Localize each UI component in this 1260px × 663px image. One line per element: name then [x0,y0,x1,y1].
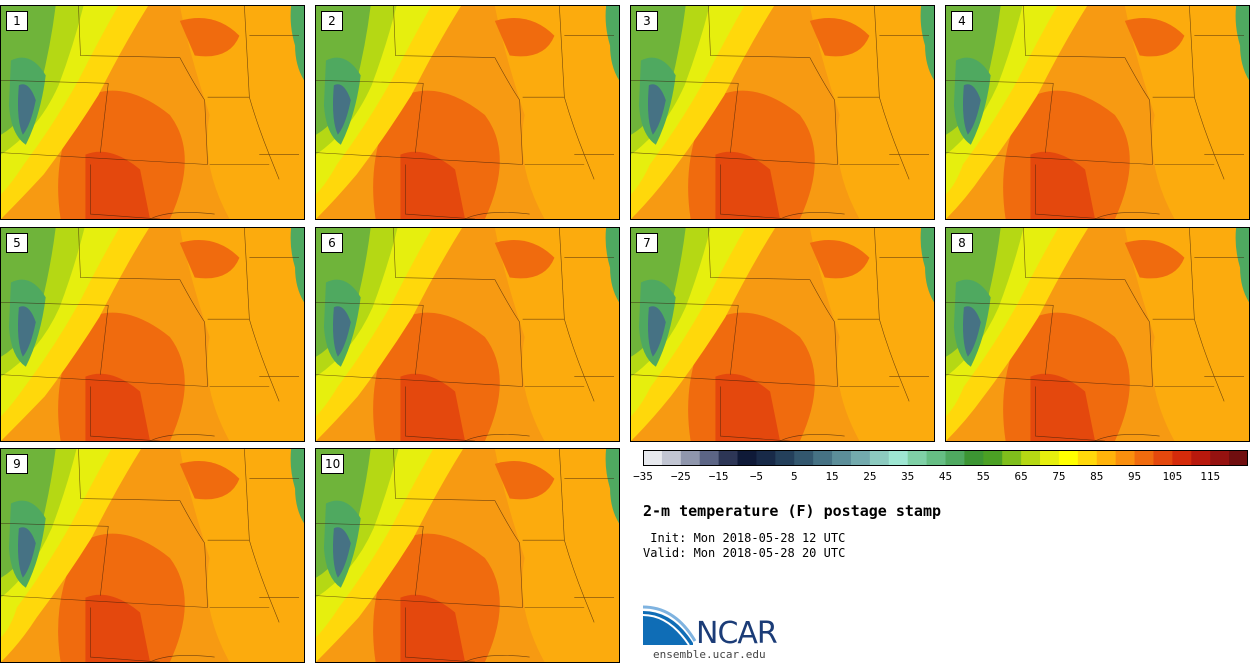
member-label: 5 [6,233,28,253]
stamp-panel-8: 8 [945,227,1250,442]
colorbar-tick-label: 65 [1014,470,1028,483]
colorbar-tick-label: 35 [901,470,915,483]
colorbar-swatch [1229,450,1248,466]
stamp-map-10 [316,449,619,662]
stamp-panel-3: 3 [630,5,935,220]
colorbar-swatch [1040,450,1060,466]
stamp-panel-6: 6 [315,227,620,442]
colorbar-swatch [1134,450,1154,466]
member-label: 2 [321,11,343,31]
map-title: 2-m temperature (F) postage stamp [643,502,942,520]
colorbar-swatch [1210,450,1230,466]
colorbar-swatch [1058,450,1079,466]
stamp-panel-2: 2 [315,5,620,220]
colorbar-tick-label: −35 [633,470,653,483]
stamp-panel-1: 1 [0,5,305,220]
colorbar-tick-label: 115 [1200,470,1221,483]
stamp-panel-5: 5 [0,227,305,442]
colorbar-tick-label: 85 [1090,470,1104,483]
colorbar-swatch [775,450,795,466]
site-url: ensemble.ucar.edu [653,648,766,661]
colorbar-tick-label: 55 [976,470,990,483]
stamp-map-6 [316,228,619,441]
colorbar-swatch [926,450,946,466]
stamp-map-2 [316,6,619,219]
stamp-panel-9: 9 [0,448,305,663]
colorbar-tick-label: 5 [790,470,798,483]
member-label: 1 [6,11,28,31]
colorbar-tick-label: −5 [749,470,764,483]
colorbar-swatch [661,450,682,466]
colorbar-tick-label: 95 [1127,470,1142,483]
colorbar-tick-label: 75 [1052,470,1066,483]
colorbar-tick-label: 105 [1162,470,1183,483]
stamp-map-1 [1,6,304,219]
member-label: 3 [636,11,658,31]
valid-time: Valid: Mon 2018-05-28 20 UTC [643,546,846,560]
colorbar-tick-label: 15 [825,470,839,483]
colorbar-swatch [718,450,739,466]
ncar-logo-text: NCAR [696,616,778,651]
colorbar-swatch [888,450,909,466]
colorbar-swatch [737,450,757,466]
stamp-map-7 [631,228,934,441]
member-label: 4 [951,11,973,31]
colorbar-swatch [832,450,852,466]
colorbar-swatch [1172,450,1192,466]
member-label: 7 [636,233,658,253]
stamp-map-9 [1,449,304,662]
colorbar-swatch [945,450,965,466]
colorbar-swatch [1021,450,1041,466]
colorbar-swatch [1153,450,1173,466]
stamp-panel-4: 4 [945,5,1250,220]
colorbar-swatch [756,450,776,466]
colorbar-tick-label: −15 [708,470,729,483]
colorbar-tick-label: 45 [938,470,953,483]
colorbar-swatch [680,450,701,466]
colorbar-swatch [1115,450,1136,466]
stamp-panel-7: 7 [630,227,935,442]
colorbar-swatch [813,450,833,466]
colorbar-swatch [983,450,1003,466]
temperature-colorbar [643,450,1248,466]
member-label: 8 [951,233,973,253]
stamp-panel-10: 10 [315,448,620,663]
stamp-map-8 [946,228,1249,441]
colorbar-swatch [699,450,720,466]
colorbar-swatch [1191,450,1211,466]
ncar-logo-icon [643,605,697,646]
member-label: 6 [321,233,343,253]
colorbar-swatch [1077,450,1098,466]
stamp-map-5 [1,228,304,441]
member-label: 9 [6,454,28,474]
colorbar-swatch [643,450,663,466]
stamp-map-3 [631,6,934,219]
stamp-map-4 [946,6,1249,219]
colorbar-swatch [907,450,928,466]
colorbar-swatch [964,450,984,466]
colorbar-swatch [850,450,871,466]
init-time: Init: Mon 2018-05-28 12 UTC [643,531,846,545]
colorbar-swatch [1096,450,1117,466]
colorbar-swatch [869,450,890,466]
member-label: 10 [321,454,345,474]
colorbar-swatch [794,450,814,466]
colorbar-tick-label: 25 [863,470,877,483]
colorbar-swatch [1002,450,1022,466]
colorbar-tick-label: −25 [670,470,691,483]
